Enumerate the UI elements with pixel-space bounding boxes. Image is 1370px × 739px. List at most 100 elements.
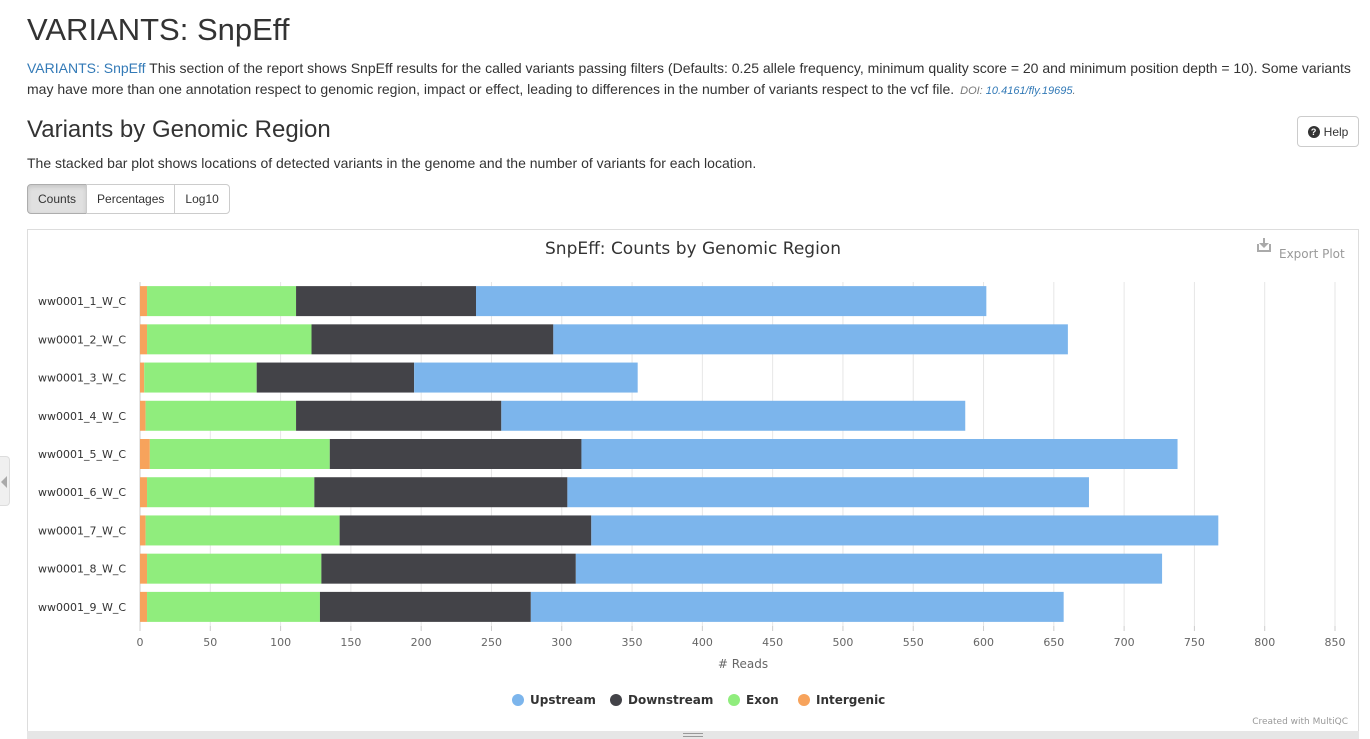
counts-button[interactable]: Counts [27,184,88,214]
bar-exon[interactable] [147,591,320,622]
doi-link[interactable]: 10.4161/fly.19695 [985,85,1073,97]
x-tick-label: 750 [1184,636,1205,649]
x-tick-label: 800 [1254,636,1275,649]
bar-intergenic[interactable] [140,439,150,469]
x-tick-label: 500 [832,636,853,649]
bar-upstream[interactable] [501,400,966,431]
bar-intergenic[interactable] [140,515,146,546]
module-link[interactable]: VARIANTS: SnpEff [27,60,146,76]
x-tick-label: 250 [481,636,502,649]
bar-exon[interactable] [147,477,315,508]
doi-citation: DOI: 10.4161/fly.19695. [960,85,1075,97]
doi-suffix: . [1072,85,1076,97]
legend-label: Upstream [530,693,596,707]
legend-label: Exon [746,693,779,707]
x-tick-label: 300 [551,636,572,649]
bar-downstream[interactable] [339,515,592,546]
bar-exon[interactable] [147,286,297,317]
legend-swatch [610,694,622,706]
question-circle-icon: ? [1307,125,1320,138]
plot-container: SnpEff: Counts by Genomic Region Export … [27,229,1359,732]
y-tick-label: ww0001_2_W_C [38,333,126,346]
x-tick-label: 700 [1114,636,1135,649]
y-tick-label: ww0001_3_W_C [38,372,126,385]
bar-upstream[interactable] [414,362,638,393]
bar-downstream[interactable] [296,400,502,431]
x-tick-label: 50 [203,636,217,649]
legend-label: Intergenic [816,693,885,707]
bar-intergenic[interactable] [140,591,148,622]
intro-text: This section of the report shows SnpEff … [27,60,1351,97]
bar-exon[interactable] [145,400,297,431]
legend-item-downstream[interactable]: Downstream [610,693,713,707]
bar-intergenic[interactable] [140,400,146,431]
y-tick-label: ww0001_8_W_C [38,563,126,576]
download-icon [1257,238,1271,252]
x-tick-label: 350 [622,636,643,649]
bar-exon[interactable] [147,553,322,584]
log10-button[interactable]: Log10 [174,184,230,214]
bar-intergenic[interactable] [140,553,148,584]
y-tick-label: ww0001_1_W_C [38,295,126,308]
x-tick-label: 600 [973,636,994,649]
x-tick-label: 450 [762,636,783,649]
bar-downstream[interactable] [329,439,582,469]
doi-prefix: DOI: [960,85,986,97]
bar-downstream[interactable] [256,362,415,393]
bar-upstream[interactable] [567,477,1089,508]
bar-intergenic[interactable] [140,477,148,508]
x-tick-label: 650 [1043,636,1064,649]
bar-upstream[interactable] [581,439,1178,469]
bar-upstream[interactable] [530,591,1064,622]
y-tick-label: ww0001_7_W_C [38,524,126,537]
section-intro: VARIANTS: SnpEff This section of the rep… [27,58,1357,102]
y-tick-label: ww0001_9_W_C [38,601,126,614]
export-plot-button[interactable]: Export Plot [1257,238,1345,261]
bar-chart: SnpEff: Counts by Genomic Region Export … [38,238,1348,727]
x-tick-label: 200 [411,636,432,649]
x-tick-label: 100 [270,636,291,649]
bar-upstream[interactable] [575,553,1163,584]
x-tick-label: 550 [903,636,924,649]
section-title: Variants by Genomic Region [27,116,331,143]
chevron-left-icon [1,476,7,488]
bar-exon[interactable] [147,324,312,355]
x-tick-label: 150 [340,636,361,649]
bar-downstream[interactable] [319,591,531,622]
legend-item-upstream[interactable]: Upstream [512,693,596,707]
bar-intergenic[interactable] [140,286,148,317]
help-button[interactable]: ? Help [1297,116,1359,147]
credit-text: Created with MultiQC [1252,717,1348,727]
percentages-button[interactable]: Percentages [86,184,176,214]
bar-exon[interactable] [145,515,340,546]
bar-downstream[interactable] [321,553,576,584]
legend-swatch [512,694,524,706]
plot-description: The stacked bar plot shows locations of … [27,155,757,171]
bar-intergenic[interactable] [140,362,145,393]
chart-title: SnpEff: Counts by Genomic Region [545,239,841,259]
export-plot-label: Export Plot [1279,247,1345,261]
y-tick-label: ww0001_4_W_C [38,410,126,423]
bar-downstream[interactable] [296,286,477,317]
sidebar-toggle[interactable] [0,456,10,506]
bar-downstream[interactable] [311,324,554,355]
bar-upstream[interactable] [591,515,1219,546]
plot-view-toggle: Counts Percentages Log10 [27,184,230,214]
bar-upstream[interactable] [553,324,1068,355]
bar-intergenic[interactable] [140,324,148,355]
x-tick-label: 850 [1325,636,1346,649]
legend-swatch [728,694,740,706]
page-title: VARIANTS: SnpEff [27,12,290,47]
y-tick-label: ww0001_5_W_C [38,448,126,461]
bar-upstream[interactable] [476,286,987,317]
legend-label: Downstream [628,693,713,707]
legend-item-exon[interactable]: Exon [728,693,779,707]
plot-resize-handle[interactable] [27,731,1359,739]
grip-icon [683,733,703,737]
x-tick-label: 0 [137,636,144,649]
bar-downstream[interactable] [314,477,568,508]
legend-item-intergenic[interactable]: Intergenic [798,693,885,707]
y-tick-label: ww0001_6_W_C [38,486,126,499]
bar-exon[interactable] [149,439,330,469]
bar-exon[interactable] [144,362,257,393]
